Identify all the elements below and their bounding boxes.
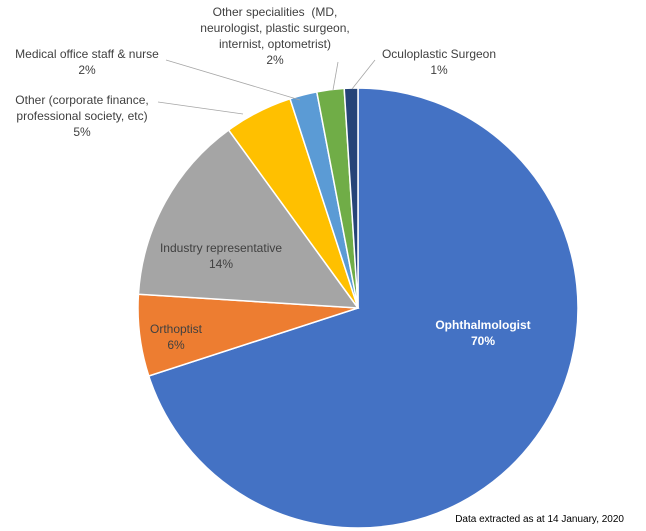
leader-lines: [157, 59, 376, 115]
data-extraction-note: Data extracted as at 14 January, 2020: [455, 514, 624, 525]
leader-line: [351, 59, 376, 90]
leader-line: [332, 61, 339, 91]
pie-slice-oculoplastic-surgeon: [343, 87, 359, 309]
slice-label: Other (corporate finance, professional so…: [15, 93, 148, 139]
leader-line: [157, 101, 244, 115]
slice-label: Oculoplastic Surgeon 1%: [382, 47, 496, 77]
slice-label: Ophthalmologist 70%: [435, 318, 530, 348]
slice-label: Industry representative 14%: [160, 241, 282, 271]
slice-label: Other specialities (MD, neurologist, plas…: [200, 5, 349, 67]
pie-slices: [137, 87, 579, 529]
pie-slice-ophthalmologist: [147, 87, 579, 529]
leader-line: [165, 59, 301, 101]
slice-label: Orthoptist 6%: [150, 322, 203, 352]
slice-labels: Ophthalmologist 70% Orthoptist 6% Industry r…: [15, 5, 530, 352]
slice-label: Medical office staff & nurse 2%: [15, 47, 159, 77]
pie-slice-industry-representative: [137, 128, 360, 309]
